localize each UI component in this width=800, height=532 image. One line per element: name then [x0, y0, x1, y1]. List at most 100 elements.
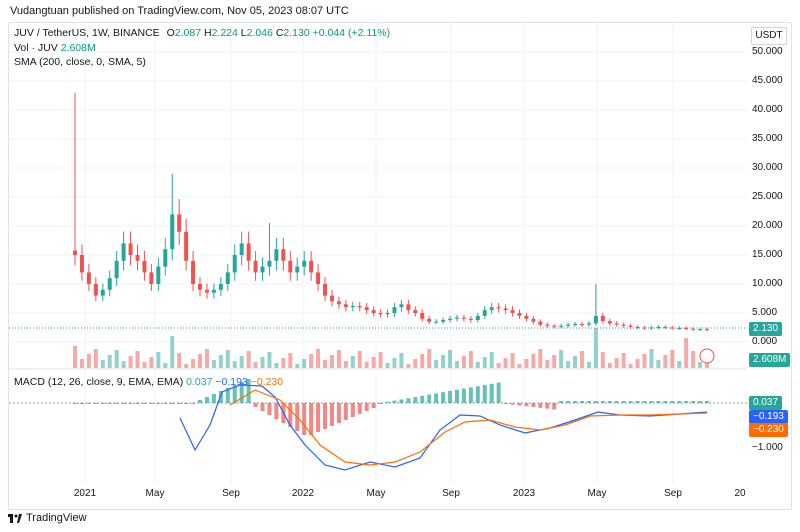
candle-body	[399, 304, 404, 308]
macd-hist-bar	[86, 403, 91, 404]
macd-hist-bar	[496, 382, 501, 403]
macd-hist-bar	[468, 387, 473, 403]
time-axis-label: Sep	[442, 488, 460, 499]
candle-body	[441, 319, 446, 322]
macd-hist-bar	[454, 389, 459, 403]
volume-bar	[434, 360, 439, 368]
macd-hist-bar	[628, 401, 633, 403]
volume-bar	[600, 352, 605, 368]
candle-body	[329, 295, 334, 302]
candle-body	[517, 313, 522, 316]
time-axis-label: 2021	[73, 488, 97, 499]
candle-body	[427, 318, 432, 322]
volume-bar	[232, 361, 237, 368]
volume-bar	[114, 350, 119, 368]
price-axis-label: 30.000	[752, 162, 783, 173]
macd-line-tag: −0.193	[749, 410, 788, 424]
volume-bar	[156, 352, 161, 368]
volume-bar	[684, 338, 689, 368]
macd-hist-bar	[246, 379, 251, 403]
candle-body	[128, 243, 133, 255]
tradingview-logo[interactable]: TradingView	[8, 512, 87, 524]
candle-body	[607, 321, 612, 324]
macd-hist-bar	[156, 403, 161, 404]
volume-bar	[86, 354, 91, 368]
volume-bar	[239, 356, 244, 368]
macd-legend[interactable]: MACD (12, 26, close, 9, EMA, EMA) 0.037 …	[14, 376, 283, 388]
time-axis-label: May	[587, 488, 607, 499]
macd-hist-bar	[323, 403, 328, 429]
candle-body	[79, 255, 84, 273]
candle-body	[705, 329, 709, 331]
volume-bar	[656, 360, 661, 368]
candle-body	[406, 304, 411, 311]
macd-hist-bar	[93, 403, 98, 404]
volume-bar	[503, 358, 508, 368]
tradingview-logo-icon	[8, 513, 22, 523]
candle-body	[545, 324, 550, 326]
volume-bar	[378, 352, 383, 368]
volume-bar	[73, 346, 77, 368]
candle-body	[531, 318, 536, 322]
candle-body	[392, 307, 397, 313]
sma-legend[interactable]: SMA (200, close, 0, SMA, 5)	[14, 56, 146, 68]
volume-bar	[566, 361, 571, 368]
time-axis-label: May	[366, 488, 386, 499]
high-value: 2.224	[211, 27, 238, 39]
macd-hist-bar	[413, 397, 418, 403]
macd-hist-bar	[663, 401, 668, 403]
macd-hist-bar	[100, 403, 105, 404]
symbol-name[interactable]: JUV / TetherUS, 1W, BINANCE	[14, 27, 160, 39]
macd-hist-bar	[614, 401, 619, 403]
volume-bar	[295, 364, 300, 368]
volume-bar	[698, 362, 703, 368]
macd-hist-bar	[586, 401, 591, 403]
volume-bar	[552, 355, 557, 368]
macd-hist-bar	[573, 401, 578, 403]
macd-hist-bar	[378, 403, 383, 404]
volume-bar	[586, 362, 591, 368]
volume-bar	[371, 357, 376, 368]
volume-bar	[211, 360, 216, 368]
candle-body	[684, 328, 689, 330]
volume-bar	[309, 354, 314, 368]
volume-bar	[281, 358, 286, 368]
volume-bar	[107, 355, 112, 368]
volume-bar	[170, 336, 175, 368]
candle-body	[288, 260, 293, 273]
price-axis-label: 20.000	[752, 220, 783, 231]
volume-bar	[642, 354, 647, 368]
volume-bar	[260, 357, 265, 368]
volume-legend[interactable]: Vol · JUV 2.608M	[14, 42, 96, 54]
candle-body	[336, 301, 341, 305]
candle-body	[642, 327, 647, 329]
price-chart[interactable]	[9, 23, 747, 485]
volume-bar	[302, 359, 307, 368]
candle-body	[413, 310, 418, 313]
candle-body	[378, 313, 383, 315]
currency-button[interactable]: USDT	[751, 27, 787, 45]
candle-body	[142, 260, 147, 273]
candle-body	[93, 284, 98, 296]
volume-bar	[191, 359, 196, 368]
macd-hist-bar	[691, 401, 696, 403]
candle-body	[225, 272, 230, 284]
macd-hist-bar	[302, 403, 307, 435]
candle-body	[593, 315, 598, 324]
macd-hist-bar	[649, 401, 654, 403]
volume-bar	[628, 364, 633, 368]
macd-hist-bar	[579, 401, 584, 403]
volume-bar	[385, 363, 390, 368]
candle-body	[184, 231, 189, 261]
volume-bar	[135, 351, 140, 368]
candle-body	[170, 214, 175, 250]
volume-bar	[267, 352, 272, 368]
candle-body	[149, 272, 154, 284]
candle-body	[600, 315, 605, 322]
candle-body	[489, 307, 494, 311]
macd-hist-bar	[163, 403, 168, 404]
candle-body	[191, 260, 196, 284]
volume-bar	[198, 354, 203, 368]
volume-bar	[100, 360, 105, 368]
macd-hist-bar	[191, 403, 196, 404]
